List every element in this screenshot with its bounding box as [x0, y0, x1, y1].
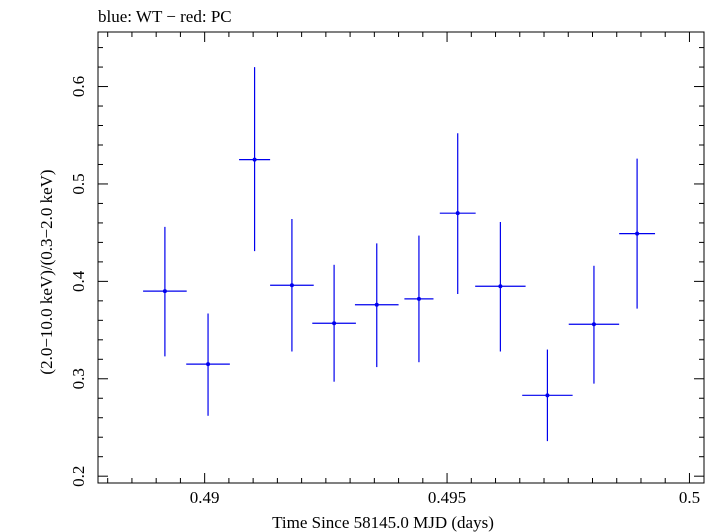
data-point — [439, 133, 476, 295]
data-point — [312, 264, 356, 382]
point-marker — [455, 211, 460, 216]
chart-title: blue: WT − red: PC — [98, 7, 232, 26]
point-marker — [162, 289, 167, 294]
x-axis-label: Time Since 58145.0 MJD (days) — [272, 513, 494, 532]
point-marker — [498, 284, 503, 289]
x-tick-label: 0.5 — [679, 488, 700, 507]
x-axis: 0.49 0.495 0.5 — [107, 32, 700, 507]
point-marker — [206, 362, 211, 367]
y-tick-label: 0.6 — [69, 76, 88, 97]
y-tick-label: 0.3 — [69, 368, 88, 389]
data-point — [186, 313, 230, 416]
point-marker — [374, 302, 379, 307]
point-marker — [289, 283, 294, 288]
data-point — [522, 349, 573, 442]
data-point — [354, 243, 399, 368]
y-tick-label: 0.5 — [69, 173, 88, 194]
x-tick-label: 0.495 — [428, 488, 466, 507]
y-axis-label: (2.0−10.0 keV)/(0.3−2.0 keV) — [37, 169, 56, 374]
data-point — [619, 158, 656, 309]
data-point — [404, 235, 434, 363]
x-tick-label: 0.49 — [190, 488, 220, 507]
plot-frame — [97, 31, 705, 484]
point-marker — [252, 157, 257, 162]
y-tick-label: 0.2 — [69, 466, 88, 487]
point-marker — [591, 322, 596, 327]
y-tick-label: 0.4 — [69, 270, 88, 292]
point-marker — [332, 321, 337, 326]
data-point — [143, 226, 187, 357]
data-point — [568, 265, 620, 384]
data-series — [143, 67, 656, 442]
data-point — [475, 221, 526, 352]
data-point — [239, 67, 271, 252]
point-marker — [416, 296, 421, 301]
data-point — [270, 219, 314, 352]
y-axis: 0.2 0.3 0.4 0.5 0.6 — [69, 47, 704, 487]
point-marker — [635, 231, 640, 236]
point-marker — [545, 393, 550, 398]
